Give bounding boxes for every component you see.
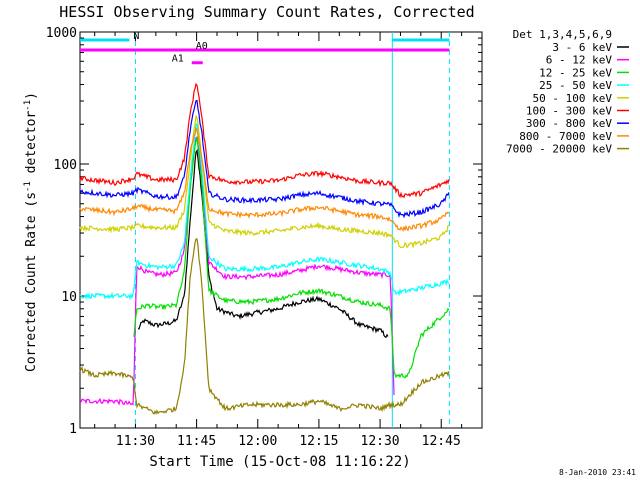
y-axis-label: Corrected Count Rate (s-1 detector-1) [23,92,39,372]
y-tick-label: 1 [69,422,77,437]
series-line [79,82,450,199]
legend-entry-label: 50 - 100 keV [533,92,613,105]
y-axis-label-sup1: -1 [23,181,33,192]
series-layer [79,82,450,415]
x-tick-label: 12:00 [238,434,277,449]
series-line [79,238,450,415]
flag-label: A1 [172,54,184,65]
y-axis-label-sup2: -1 [23,100,33,111]
x-tick-label: 11:45 [177,434,216,449]
y-axis-label-main: Corrected Count Rate (s [24,192,39,372]
legend-entry-label: 300 - 800 keV [526,117,612,130]
series-line [79,123,450,301]
x-tick-label: 12:45 [422,434,461,449]
legend-entry-label: 100 - 300 keV [526,105,612,118]
x-tick-label: 12:30 [361,434,400,449]
flag-label: A0 [196,41,208,52]
y-axis-label-end: ) [24,92,39,100]
reference-lines [134,32,450,428]
legend-entry-label: 800 - 7000 keV [519,130,612,143]
legend-entry-label: 6 - 12 keV [546,54,613,67]
y-axis: 1 10 100 1000 [46,26,482,437]
legend-title: Det 1,3,4,5,6,9 [513,28,612,41]
series-line [79,114,450,250]
y-axis-label-mid: detector [24,111,39,182]
x-axis-label: Start Time (15-Oct-08 11:16:22) [149,454,410,470]
series-line [133,137,450,379]
x-axis: 11:30 11:45 12:00 12:15 12:30 12:45 [94,32,463,449]
legend-entry-label: 12 - 25 keV [539,66,612,79]
y-tick-label: 100 [54,158,77,173]
x-tick-label: 11:30 [116,434,155,449]
footer-date: 8-Jan-2010 23:41 [559,468,636,477]
y-tick-label: 1000 [46,26,77,41]
series-line [79,127,450,232]
legend-entry-label: 25 - 50 keV [539,79,612,92]
series-line [79,99,450,219]
flag-label: N [133,31,139,42]
series-line [79,136,395,406]
series-line [137,148,389,339]
x-tick-label: 12:15 [299,434,338,449]
legend-entry-label: 3 - 6 keV [552,41,612,54]
plot-frame [79,31,483,429]
y-tick-label: 10 [61,290,77,305]
flag-bars: N A0 A1 [80,31,450,65]
legend-entry-label: 7000 - 20000 keV [506,143,612,156]
chart-title: HESSI Observing Summary Count Rates, Cor… [59,3,474,21]
